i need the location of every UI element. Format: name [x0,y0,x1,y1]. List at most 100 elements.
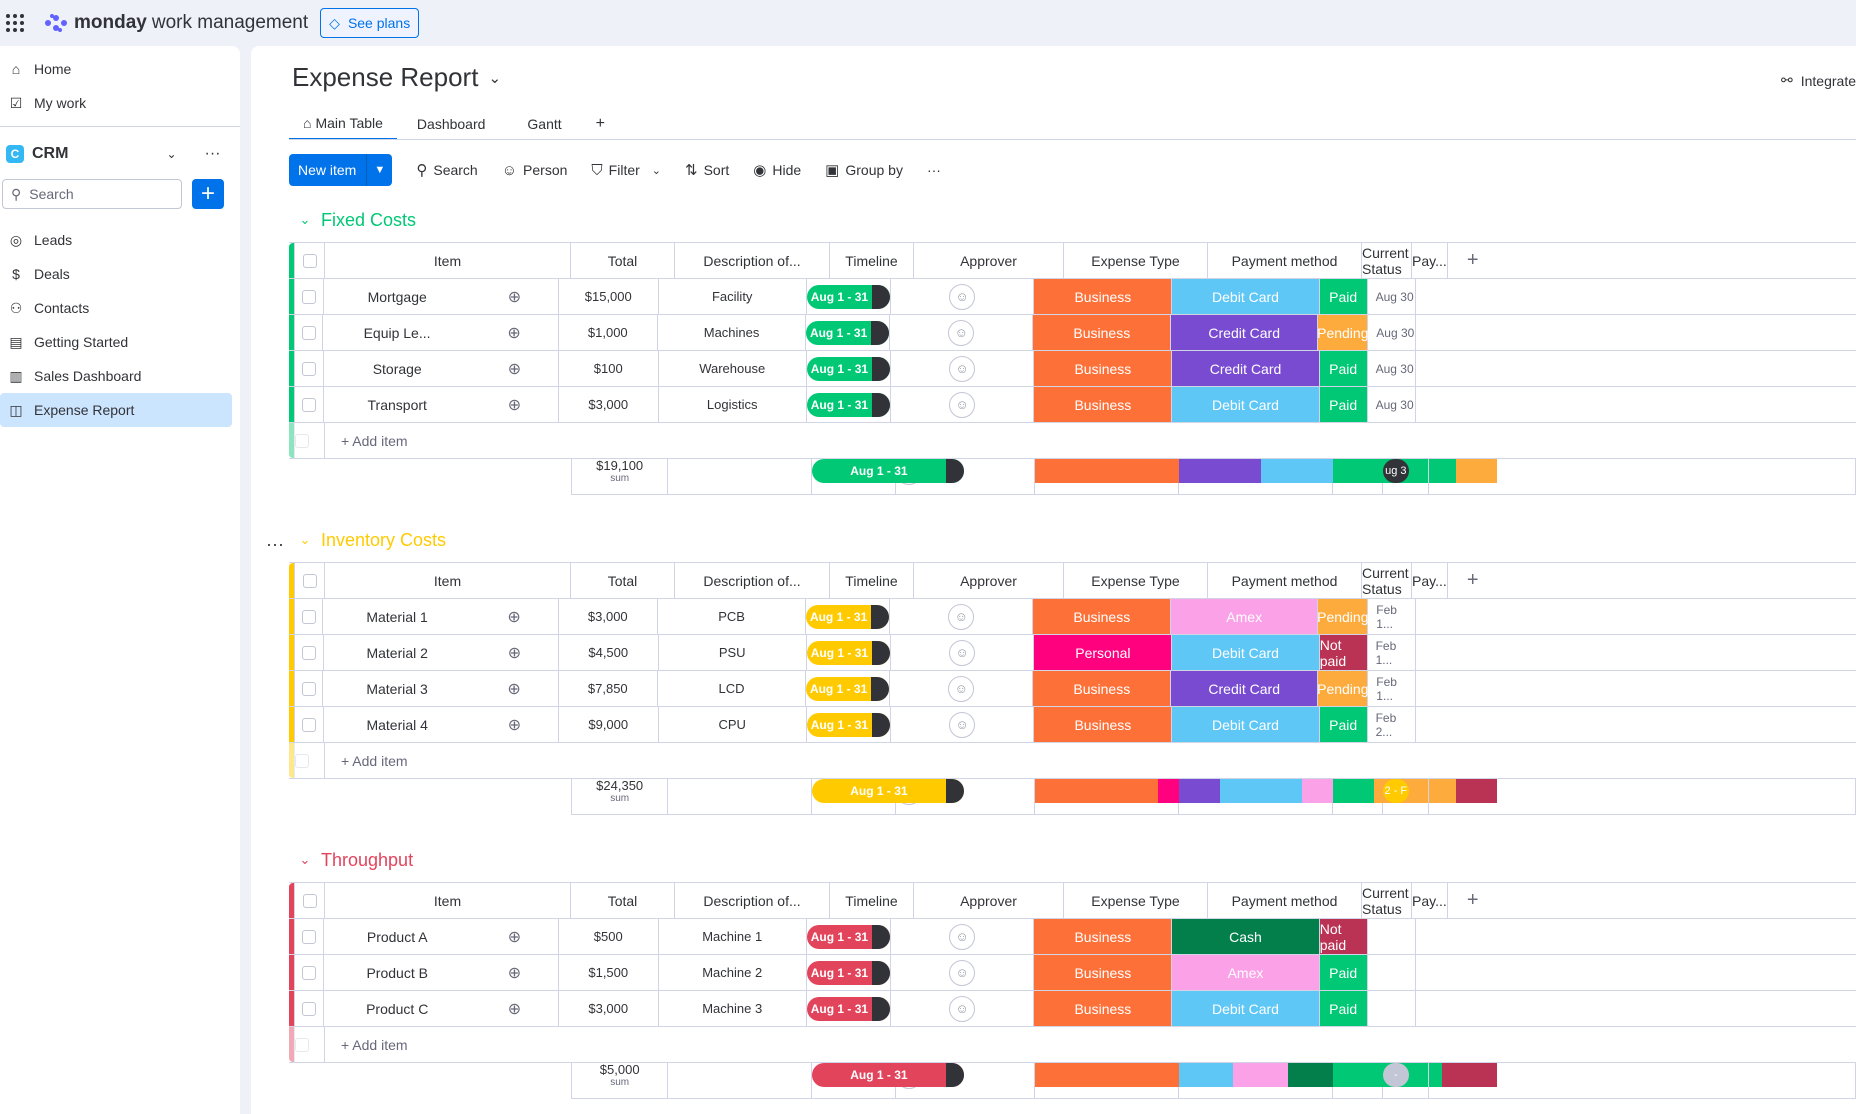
row-checkbox[interactable] [301,717,316,732]
column-header[interactable]: Current Status [1362,563,1412,598]
search-button[interactable]: ⚲ Search [416,161,477,179]
table-row[interactable]: Material 2 ⊕ $4,500 PSU Aug 1 - 31 ☺ Personal D… [289,635,1856,671]
timeline-cell[interactable]: Aug 1 - 31 [806,635,891,670]
payment-method-cell[interactable]: Credit Card [1172,351,1319,386]
chevron-down-icon[interactable]: ⌄ [299,212,311,227]
pay-date-value[interactable]: Feb 2... [1375,710,1397,739]
person-avatar-icon[interactable]: ☺ [948,675,975,702]
description-value[interactable]: LCD [718,681,745,696]
group-title[interactable]: Fixed Costs [321,209,417,230]
group-header[interactable]: ⌄ Throughput [289,844,1856,876]
timeline-pill[interactable]: Aug 1 - 31 [806,392,890,417]
row-checkbox[interactable] [301,609,316,624]
hide-button[interactable]: ◉ Hide [753,161,801,179]
item-name[interactable]: Transport [367,396,427,413]
total-value[interactable]: $3,000 [587,609,628,624]
total-value[interactable]: $7,850 [587,681,628,696]
status-cell[interactable]: Paid [1319,351,1367,386]
timeline-summary-pill[interactable]: Aug 1 - 31 [811,779,964,803]
table-row[interactable]: Equip Le... ⊕ $1,000 Machines Aug 1 - 31 ☺ Bus… [289,315,1856,351]
description-value[interactable]: PSU [718,645,746,660]
total-value[interactable]: $1,000 [587,325,628,340]
expense-type-cell[interactable]: Personal [1034,635,1172,670]
table-row[interactable]: Product C ⊕ $3,000 Machine 3 Aug 1 - 31 ☺ Busi… [289,991,1856,1027]
filter-button[interactable]: ⛉ Filter ⌄ [591,162,661,179]
sidebar-item-contacts[interactable]: ⚇ Contacts [0,291,240,325]
timeline-cell[interactable]: Aug 1 - 31 [806,919,891,954]
row-checkbox[interactable] [301,397,316,412]
description-value[interactable]: Machine 3 [702,1001,763,1016]
item-name[interactable]: Product B [366,964,428,981]
sidebar-my-work[interactable]: ☑ My work [0,86,240,120]
status-cell[interactable]: Pending [1317,599,1369,634]
column-header[interactable]: Total [571,563,675,598]
row-checkbox[interactable] [301,681,316,696]
pay-date-value[interactable]: Aug 30 [1375,289,1414,304]
group-header[interactable]: ⌄ Fixed Costs [289,204,1856,236]
column-header[interactable]: Description of... [675,563,830,598]
tab-main-table[interactable]: ⌂ Main Table [289,108,397,140]
sum-cell[interactable]: $19,100 sum [572,459,667,485]
timeline-cell[interactable]: Aug 1 - 31 [806,671,891,706]
tab-dashboard[interactable]: Dashboard [397,108,500,140]
sum-cell[interactable]: $5,000 sum [572,1063,667,1089]
type-distribution-bar[interactable] [1034,1063,1199,1087]
select-all-checkbox[interactable] [302,573,317,588]
add-item-input[interactable]: + Add item [341,1036,408,1053]
total-value[interactable]: $4,500 [588,645,629,660]
row-checkbox[interactable] [301,289,316,304]
person-avatar-icon[interactable]: ☺ [949,923,976,950]
timeline-pill[interactable]: Aug 1 - 31 [806,604,890,629]
column-header[interactable]: Approver [914,883,1064,918]
apps-grid-icon[interactable] [6,14,24,32]
person-avatar-icon[interactable]: ☺ [949,355,976,382]
expense-type-cell[interactable]: Business [1033,315,1171,350]
group-title[interactable]: Throughput [321,849,414,870]
add-update-icon[interactable]: ⊕ [507,288,522,306]
person-filter-button[interactable]: ☺ Person [502,162,568,179]
person-avatar-icon[interactable]: ☺ [949,639,976,666]
person-avatar-icon[interactable]: ☺ [949,959,976,986]
add-update-icon[interactable]: ⊕ [507,608,521,626]
total-value[interactable]: $3,000 [588,1001,629,1016]
column-header[interactable]: Current Status [1362,883,1412,918]
table-row[interactable]: Transport ⊕ $3,000 Logistics Aug 1 - 31 ☺ Busi… [289,387,1856,423]
status-cell[interactable]: Pending [1317,671,1369,706]
column-header[interactable]: Current Status [1362,243,1412,278]
type-distribution-bar[interactable] [1034,459,1199,483]
column-header[interactable]: Total [571,883,675,918]
payment-method-cell[interactable]: Debit Card [1172,991,1319,1026]
status-cell[interactable]: Paid [1319,387,1367,422]
column-header[interactable]: Pay... [1412,563,1448,598]
payment-method-cell[interactable]: Debit Card [1172,387,1319,422]
chevron-down-icon[interactable]: ⌄ [299,532,311,547]
expense-type-cell[interactable]: Business [1034,351,1172,386]
column-header[interactable]: Expense Type [1064,883,1208,918]
column-header[interactable]: Total [571,243,675,278]
add-item-row[interactable]: + Add item [289,743,1856,779]
more-icon[interactable]: ··· [926,162,941,178]
sidebar-item-expense-report[interactable]: ◫ Expense Report [0,393,232,427]
pay-distribution-bar[interactable] [1178,779,1343,803]
table-row[interactable]: Material 1 ⊕ $3,000 PCB Aug 1 - 31 ☺ Business A… [289,599,1856,635]
more-icon[interactable]: ··· [204,145,221,162]
row-checkbox[interactable] [301,965,316,980]
timeline-cell[interactable]: Aug 1 - 31 [806,279,891,314]
group-title[interactable]: Inventory Costs [321,529,447,550]
item-name[interactable]: Storage [372,360,422,377]
chevron-down-icon[interactable]: ⌄ [299,852,311,867]
payment-method-cell[interactable]: Debit Card [1172,279,1319,314]
type-distribution-bar[interactable] [1034,779,1199,803]
payment-method-cell[interactable]: Debit Card [1172,707,1319,742]
add-item-input[interactable]: + Add item [341,432,408,449]
timeline-summary-pill[interactable]: Aug 1 - 31 [811,1063,964,1087]
total-value[interactable]: $9,000 [588,717,629,732]
description-value[interactable]: Warehouse [699,361,766,376]
item-name[interactable]: Material 3 [366,680,428,697]
timeline-cell[interactable]: Aug 1 - 31 [806,599,891,634]
sort-button[interactable]: ⇅ Sort [685,161,729,179]
column-header[interactable]: Timeline [830,883,914,918]
timeline-cell[interactable]: Aug 1 - 31 [806,991,891,1026]
timeline-pill[interactable]: Aug 1 - 31 [806,640,890,665]
total-value[interactable]: $3,000 [588,397,629,412]
